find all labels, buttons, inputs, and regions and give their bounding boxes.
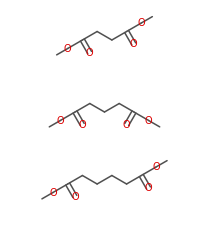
- Text: O: O: [123, 119, 131, 130]
- Text: O: O: [145, 183, 152, 193]
- Text: O: O: [49, 187, 57, 198]
- Text: O: O: [56, 115, 64, 126]
- Text: O: O: [138, 18, 145, 28]
- Text: O: O: [78, 119, 86, 130]
- Text: O: O: [152, 162, 160, 172]
- Text: O: O: [64, 43, 71, 54]
- Text: O: O: [71, 191, 79, 202]
- Text: O: O: [145, 115, 153, 126]
- Text: O: O: [86, 47, 93, 58]
- Text: O: O: [130, 39, 138, 49]
